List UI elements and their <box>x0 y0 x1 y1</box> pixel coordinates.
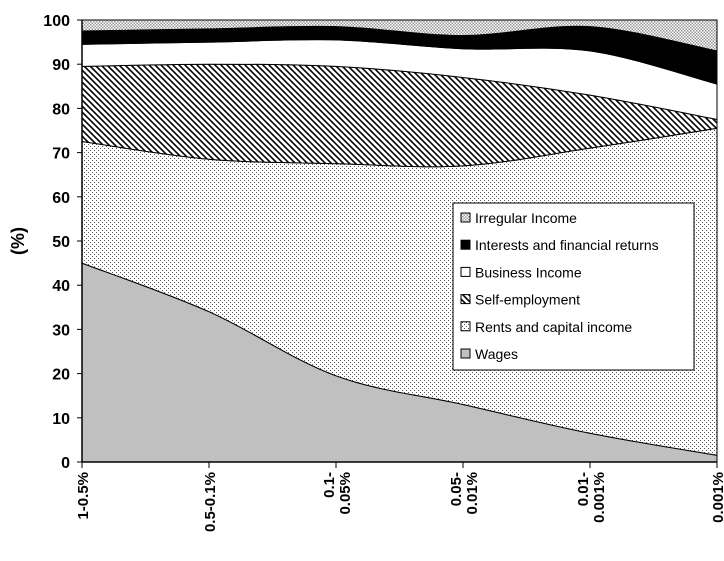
x-tick-label: 0.5-0.1% <box>202 472 219 532</box>
x-tick-label-group: 0.05- 0.01% <box>448 472 481 515</box>
legend-label-wages: Wages <box>475 346 518 362</box>
x-tick-label: 0.01- <box>575 472 592 506</box>
legend-swatch-rents-and-capital-income <box>460 321 471 332</box>
x-tick-label: 0.001% <box>591 472 608 523</box>
legend-label-interests-and-financial-returns: Interests and financial returns <box>475 237 659 253</box>
x-tick-label: 0.001% <box>710 472 724 523</box>
y-tick-label: 80 <box>52 101 70 118</box>
legend-swatch-interests-and-financial-returns <box>460 239 471 250</box>
y-tick-label: 100 <box>43 13 70 30</box>
x-tick-label-group: 0.1- 0.05% <box>321 472 354 515</box>
y-tick-label: 10 <box>52 411 70 428</box>
x-tick-label: 1-0.5% <box>75 472 92 520</box>
legend-label-rents-and-capital-income: Rents and capital income <box>475 319 632 335</box>
x-tick-label: 0.05- <box>448 472 465 506</box>
legend-swatch-self-employment <box>460 294 471 305</box>
x-tick-label: 0.01% <box>464 472 481 515</box>
y-tick-label: 70 <box>52 146 70 163</box>
legend-label-irregular-income: Irregular Income <box>475 210 577 226</box>
y-tick-label: 60 <box>52 190 70 207</box>
x-tick-label-group: 0.001% <box>710 472 724 523</box>
y-tick-label: 0 <box>61 455 70 472</box>
x-tick-label: 0.1- <box>321 472 338 498</box>
legend-swatch-irregular-income <box>460 212 471 223</box>
y-tick-label: 50 <box>52 234 70 251</box>
x-tick-label-group: 0.01- 0.001% <box>575 472 608 523</box>
legend-swatch-wages <box>460 348 471 359</box>
legend-swatch-business-income <box>460 266 471 277</box>
x-tick-label-group: 0.5-0.1% <box>202 472 219 532</box>
y-tick-label: 30 <box>52 322 70 339</box>
legend-box <box>452 202 695 371</box>
y-tick-label: 20 <box>52 367 70 384</box>
y-tick-label: 40 <box>52 278 70 295</box>
x-tick-label: 0.05% <box>337 472 354 515</box>
legend-label-business-income: Business Income <box>475 264 582 280</box>
x-tick-label-group: 1-0.5% <box>75 472 92 520</box>
y-axis-title: (%) <box>8 227 28 255</box>
legend-label-self-employment: Self-employment <box>475 292 580 308</box>
y-tick-label: 90 <box>52 57 70 74</box>
